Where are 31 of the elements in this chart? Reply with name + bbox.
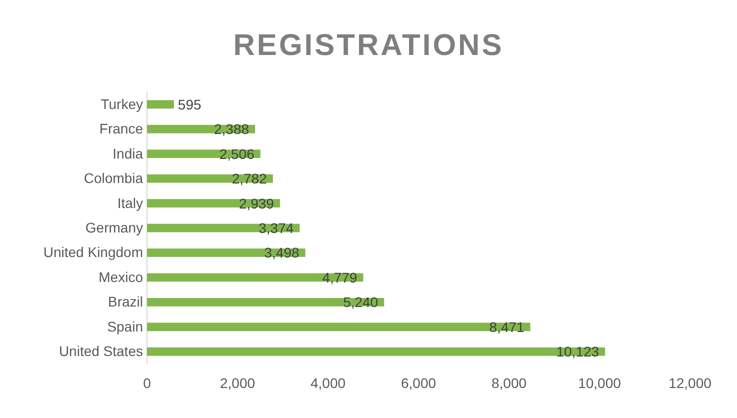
- y-tick-label: Brazil: [108, 294, 143, 310]
- data-label: 10,123: [556, 344, 600, 360]
- x-tick-label: 12,000: [668, 374, 712, 391]
- y-tick-label: India: [112, 145, 144, 162]
- y-tick-label: Mexico: [98, 268, 144, 285]
- y-tick-label: Italy: [117, 194, 143, 211]
- data-label: 2,506: [219, 146, 255, 162]
- x-tick-label: 6,000: [400, 374, 436, 391]
- chart-title: REGISTRATIONS: [233, 29, 504, 62]
- y-tick-label: Spain: [107, 318, 143, 334]
- data-label: 8,471: [489, 318, 525, 335]
- data-label: 2,939: [238, 195, 274, 212]
- x-tick-label: 4,000: [310, 374, 346, 391]
- y-tick-label: United States: [58, 343, 143, 360]
- y-tick-label: Turkey: [100, 96, 143, 112]
- data-label: 595: [178, 96, 202, 112]
- x-tick-label: 0: [143, 374, 152, 391]
- y-tick-label: Colombia: [84, 170, 144, 186]
- y-tick-label: United Kingdom: [43, 244, 143, 260]
- bar: [147, 100, 174, 109]
- y-tick-label: France: [99, 120, 144, 137]
- x-tick-label: 10,000: [578, 374, 622, 391]
- data-label: 4,779: [322, 269, 358, 286]
- y-tick-label: Germany: [85, 219, 143, 236]
- x-tick-label: 8,000: [491, 374, 527, 391]
- x-tick-label: 2,000: [220, 374, 256, 391]
- data-label: 2,782: [232, 170, 268, 187]
- data-label: 3,498: [264, 244, 300, 261]
- data-label: 3,374: [258, 220, 294, 236]
- data-label: 5,240: [343, 294, 378, 310]
- data-label: 2,388: [214, 121, 250, 138]
